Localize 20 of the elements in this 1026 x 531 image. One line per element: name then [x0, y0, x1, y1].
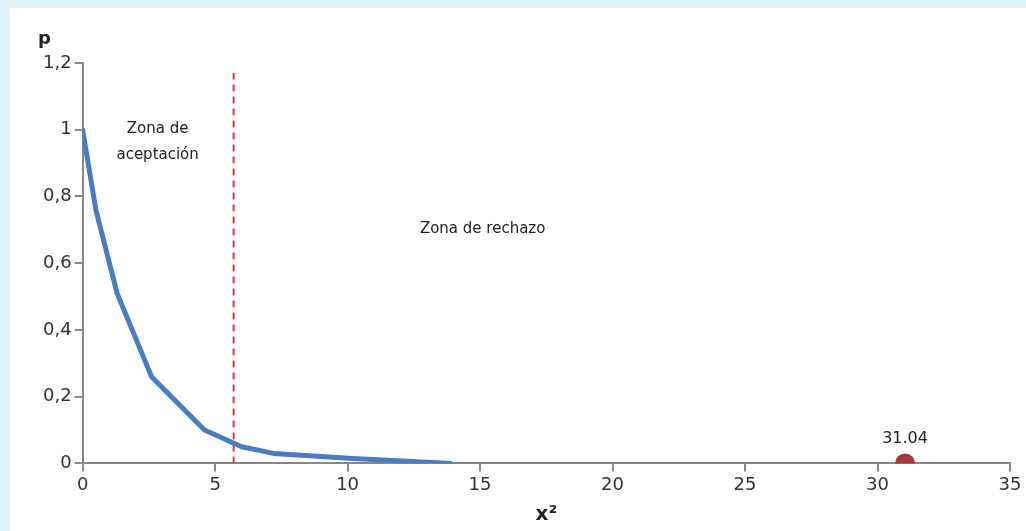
x-tick-label: 5 [209, 472, 221, 494]
y-tick-label: 0,6 [42, 250, 72, 272]
annotation: Zona de aceptación [116, 119, 199, 163]
x-tick-label: 15 [468, 472, 492, 494]
y-tick-label: 1 [60, 117, 72, 139]
y-tick-label: 0,4 [42, 317, 72, 339]
y-tick-label: 0,8 [42, 184, 72, 206]
y-axis-title: p [38, 27, 51, 48]
x-tick-label: 30 [866, 472, 889, 494]
y-tick-label: 1,2 [42, 50, 72, 72]
x-tick-label: 20 [601, 472, 625, 494]
y-tick-label: 0 [60, 451, 72, 473]
x-tick-label: 35 [998, 472, 1022, 494]
x-axis-title: x² [535, 501, 558, 526]
x-tick-label: 25 [733, 472, 757, 494]
annotation: 31.04 [882, 428, 928, 448]
x-tick-label: 0 [76, 472, 89, 494]
x-tick-label: 10 [336, 472, 360, 494]
y-tick-label: 0,2 [42, 384, 72, 406]
annotation: Zona de rechazo [419, 219, 546, 237]
